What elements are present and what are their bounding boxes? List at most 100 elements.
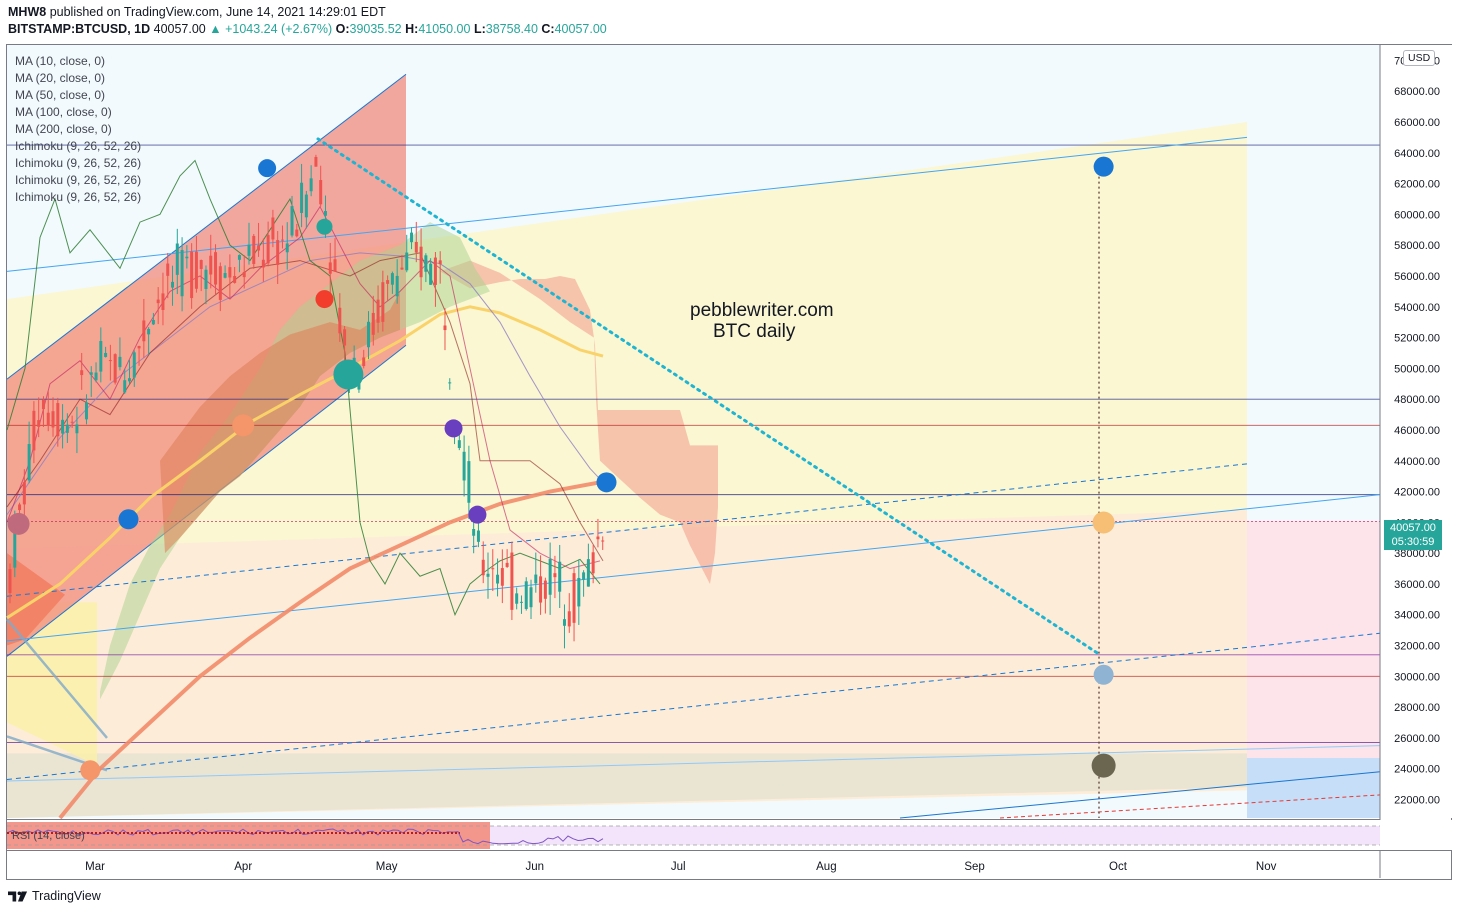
candle-body: [529, 587, 533, 608]
candle-body: [252, 235, 256, 264]
candle-body: [137, 345, 141, 349]
candle-body: [233, 276, 237, 283]
candle-body: [271, 217, 275, 240]
candle-body: [314, 156, 318, 167]
price-axis: 22000.00 24000.00 26000.00 28000.00 30000.00…: [1379, 45, 1452, 878]
candle-body: [27, 444, 31, 481]
rsi-axis-background: [1380, 820, 1452, 850]
candle-body: [572, 573, 576, 623]
candle-body: [457, 440, 461, 448]
candle-body: [290, 206, 294, 236]
x-tick-label: Nov: [1256, 861, 1277, 873]
candle-body: [515, 593, 519, 604]
candle-body: [328, 262, 332, 274]
candle-body: [113, 354, 117, 383]
x-tick-label: Mar: [85, 861, 105, 873]
candle-body: [591, 552, 595, 574]
legend-item[interactable]: Ichimoku (9, 26, 52, 26): [15, 156, 142, 170]
candle-body: [562, 619, 566, 626]
yellow-left-zone: [7, 602, 97, 766]
brand-name[interactable]: TradingView: [32, 889, 101, 903]
candle-body: [553, 573, 557, 578]
candle-body: [99, 340, 103, 372]
candle-body: [13, 524, 17, 568]
peach-zone: [7, 510, 1247, 818]
candle-body: [567, 611, 571, 627]
annotation-dot: [316, 218, 333, 235]
candle-body: [510, 552, 514, 610]
y-tick-label: 44000.00: [1394, 456, 1440, 468]
y-tick-label: 42000.00: [1394, 487, 1440, 499]
dashed-trendline-1: [6, 463, 1248, 597]
candle-body: [46, 412, 50, 426]
annotation-dot: [1091, 753, 1116, 778]
legend-item[interactable]: MA (10, close, 0): [15, 54, 106, 68]
y-tick-label: 36000.00: [1394, 579, 1440, 591]
close-value: 40057.00: [554, 22, 607, 36]
candle-body: [171, 281, 175, 288]
candle-body: [381, 282, 385, 322]
rsi-pane: RSI (14, close): [7, 819, 1452, 850]
candle-body: [180, 250, 184, 297]
candle-body: [333, 259, 337, 272]
author-name[interactable]: MHW8: [8, 5, 47, 19]
kijun-line: [6, 252, 604, 562]
price-change: ▲ +1043.24 (+2.67%): [209, 22, 333, 36]
candle-body: [519, 601, 523, 603]
candle-body: [218, 266, 222, 300]
time-axis: Mar Apr May Jun Jul Aug Sep Oct Nov: [7, 850, 1452, 873]
annotation-dot: [258, 159, 277, 178]
candle-body: [214, 252, 218, 285]
candle-body: [424, 255, 428, 272]
candle-body: [367, 321, 370, 348]
candle-body: [257, 245, 261, 251]
candle-body: [175, 243, 179, 275]
last-price-tag: 40057.00 05:30:59: [1384, 520, 1442, 550]
open-value: 39035.52: [349, 22, 402, 36]
y-tick-label: 50000.00: [1394, 363, 1440, 375]
candle-body: [524, 581, 528, 609]
annotation-dot: [80, 760, 101, 781]
candle-body: [433, 257, 437, 285]
lower-trendline: [6, 745, 1381, 782]
legend-item[interactable]: MA (50, close, 0): [15, 88, 106, 102]
x-tick-label: May: [376, 861, 398, 873]
y-tick-label: 26000.00: [1394, 733, 1440, 745]
y-tick-label: 64000.00: [1394, 148, 1440, 160]
watermark-line1: pebblewriter.com: [690, 300, 834, 321]
candle-body: [472, 529, 476, 536]
legend-item[interactable]: Ichimoku (9, 26, 52, 26): [15, 173, 142, 187]
legend-item[interactable]: MA (100, close, 0): [15, 105, 112, 119]
candle-body: [309, 178, 313, 192]
rsi-band: [490, 826, 1380, 845]
y-tick-label: 56000.00: [1394, 271, 1440, 283]
symbol-label[interactable]: BITSTAMP:BTCUSD, 1D: [8, 22, 151, 36]
candle-body: [338, 307, 342, 334]
candle-body: [22, 482, 26, 505]
legend-item[interactable]: MA (20, close, 0): [15, 71, 106, 85]
legend-item[interactable]: Ichimoku (9, 26, 52, 26): [15, 139, 142, 153]
candle-body: [128, 378, 131, 382]
low-value: 38758.40: [485, 22, 538, 36]
candle-body: [56, 403, 60, 437]
pink-future-zone: [1247, 520, 1380, 758]
candle-body: [304, 194, 308, 218]
candle-body: [285, 243, 289, 253]
candle-body: [448, 382, 452, 384]
candle-body: [405, 252, 409, 271]
candle-body: [371, 312, 375, 335]
red-dashed-trendline: [999, 794, 1381, 819]
candle-body: [577, 577, 581, 607]
tradingview-logo-icon[interactable]: [8, 889, 28, 903]
candle-body: [543, 580, 547, 599]
candle-body: [247, 244, 251, 256]
ma200-line: [58, 480, 601, 820]
candle-body: [476, 530, 480, 542]
legend-item[interactable]: Ichimoku (9, 26, 52, 26): [15, 190, 142, 204]
candle-body: [75, 424, 79, 434]
candle-body: [190, 251, 194, 299]
currency-badge[interactable]: USD: [1403, 50, 1436, 66]
watermark-line2: BTC daily: [713, 321, 796, 342]
legend-item[interactable]: MA (200, close, 0): [15, 122, 112, 136]
